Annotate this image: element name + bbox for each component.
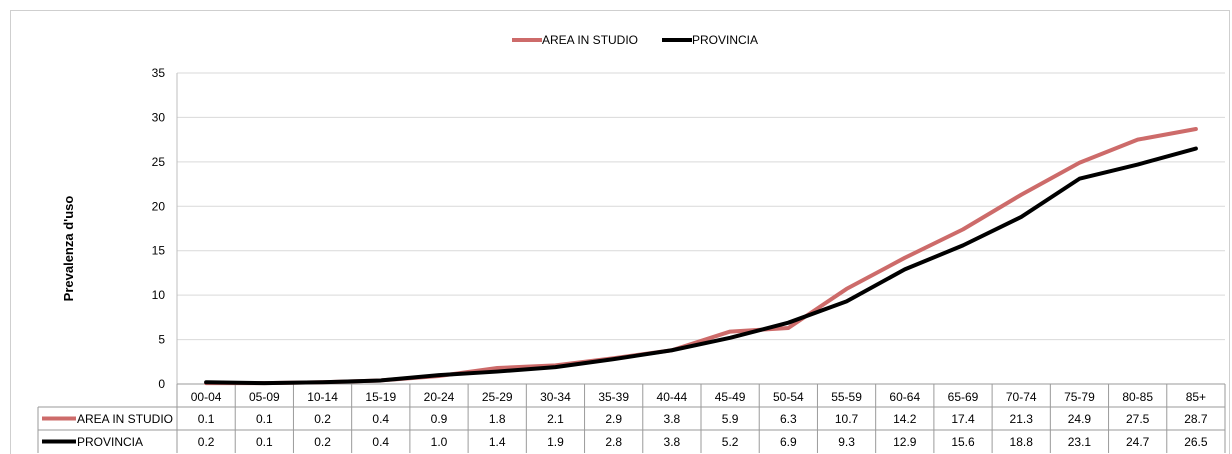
data-table: AREA IN STUDIO 0.1 0.1 0.2 0.4 0.9 1.8 2.1 2.9 3.… — [37, 383, 1226, 453]
data-label: 0.2 — [198, 435, 215, 449]
data-label: 6.3 — [780, 412, 797, 426]
data-label: 6.9 — [780, 435, 797, 449]
data-label: 14.2 — [893, 412, 917, 426]
x-tick-label: 55-59 — [831, 390, 862, 404]
data-label: 2.1 — [547, 412, 564, 426]
data-label: 15.6 — [951, 435, 975, 449]
y-tick-label: 0 — [158, 377, 165, 391]
data-label: 23.1 — [1068, 435, 1092, 449]
x-tick-label: 35-39 — [598, 390, 629, 404]
data-label: 24.9 — [1068, 412, 1092, 426]
x-tick-label: 60-64 — [889, 390, 920, 404]
legend-label: AREA IN STUDIO — [542, 33, 638, 47]
x-tick-label: 20-24 — [424, 390, 455, 404]
x-tick-label: 15-19 — [365, 390, 396, 404]
data-label: 12.9 — [893, 435, 917, 449]
data-label: 28.7 — [1184, 412, 1208, 426]
legend: AREA IN STUDIO PROVINCIA — [512, 33, 758, 47]
data-label: 1.8 — [489, 412, 506, 426]
table-series-label: AREA IN STUDIO — [77, 412, 173, 426]
data-label: 0.1 — [256, 412, 273, 426]
x-tick-label: 40-44 — [657, 390, 688, 404]
gridlines — [177, 72, 1225, 341]
data-label: 9.3 — [838, 435, 855, 449]
x-tick-label: 05-09 — [249, 390, 280, 404]
x-tick-label: 10-14 — [307, 390, 338, 404]
data-label: 1.4 — [489, 435, 506, 449]
x-tick-label: 85+ — [1186, 390, 1206, 404]
series-line — [204, 146, 1198, 386]
x-tick-label: 25-29 — [482, 390, 513, 404]
data-label: 5.9 — [722, 412, 739, 426]
chart-frame — [10, 10, 1230, 454]
data-label: 1.0 — [431, 435, 448, 449]
x-tick-label: 70-74 — [1006, 390, 1037, 404]
x-tick-label: 80-85 — [1122, 390, 1153, 404]
x-tick-label: 45-49 — [715, 390, 746, 404]
data-label: 0.2 — [314, 435, 331, 449]
y-tick-label: 15 — [152, 244, 166, 258]
data-label: 0.1 — [256, 435, 273, 449]
data-label: 27.5 — [1126, 412, 1150, 426]
data-label: 1.9 — [547, 435, 564, 449]
x-tick-label: 30-34 — [540, 390, 571, 404]
x-tick-label: 50-54 — [773, 390, 804, 404]
data-label: 17.4 — [951, 412, 975, 426]
data-label: 2.8 — [605, 435, 622, 449]
y-tick-label: 10 — [152, 288, 166, 302]
data-label: 3.8 — [664, 435, 681, 449]
data-label: 21.3 — [1010, 412, 1034, 426]
data-label: 0.9 — [431, 412, 448, 426]
data-label: 26.5 — [1184, 435, 1208, 449]
data-label: 0.1 — [198, 412, 215, 426]
legend-label: PROVINCIA — [692, 33, 758, 47]
y-tick-label: 30 — [152, 110, 166, 124]
y-tick-label: 5 — [158, 333, 165, 347]
y-tick-label: 25 — [152, 155, 166, 169]
data-label: 0.4 — [372, 435, 389, 449]
x-tick-label: 75-79 — [1064, 390, 1095, 404]
data-label: 0.2 — [314, 412, 331, 426]
data-label: 18.8 — [1010, 435, 1034, 449]
y-axis-label: Prevalenza d'uso — [61, 196, 76, 302]
x-tick-label: 65-69 — [948, 390, 979, 404]
data-label: 2.9 — [605, 412, 622, 426]
y-tick-label: 35 — [152, 66, 166, 80]
y-tick-label: 20 — [152, 199, 166, 213]
data-label: 0.4 — [372, 412, 389, 426]
data-label: 10.7 — [835, 412, 859, 426]
data-label: 3.8 — [664, 412, 681, 426]
x-tick-label: 00-04 — [191, 390, 222, 404]
data-label: 5.2 — [722, 435, 739, 449]
table-series-label: PROVINCIA — [77, 435, 143, 449]
data-label: 24.7 — [1126, 435, 1150, 449]
